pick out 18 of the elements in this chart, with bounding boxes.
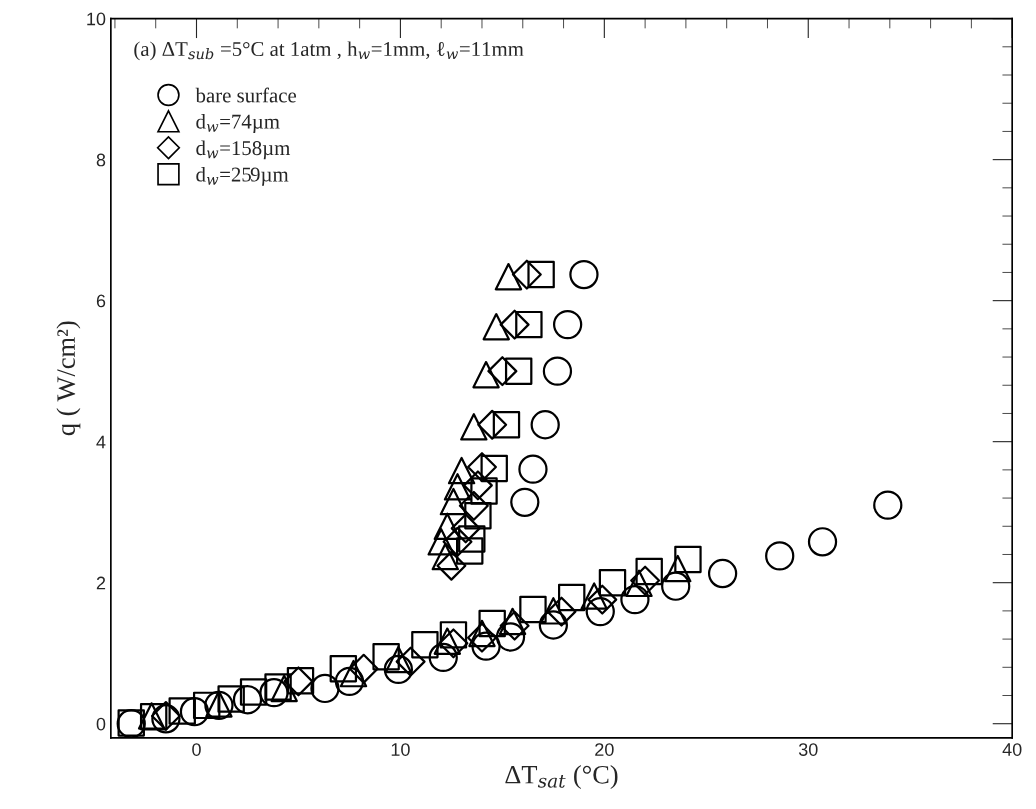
y-tick-label: 2 [96, 576, 106, 590]
y-tick-label: 10 [87, 12, 106, 26]
x-tick-label: 20 [595, 743, 614, 756]
y-tick-label: 0 [96, 717, 106, 731]
x-tick-label: 40 [1002, 743, 1022, 756]
legend-label: d$_{w}$=74µm [196, 114, 280, 133]
legend-label: d$_{w}$=259µm [196, 166, 289, 186]
legend-label: d$_{w}$=158µm [196, 140, 291, 160]
x-tick-label: 30 [798, 743, 818, 756]
x-axis-title: ΔT$_{sat}$ (°C) [505, 765, 618, 789]
y-tick-label: 8 [96, 153, 106, 167]
legend-label: bare surface [195, 87, 297, 103]
y-tick-label: 4 [96, 435, 106, 449]
annotation: (a) ΔT$_{sub}$ =5°C at 1atm , h$_{w}$=1mm, ℓ$_{w}$=11mm [134, 41, 524, 61]
y-tick-label: 6 [96, 294, 106, 308]
x-tick-label: 10 [391, 743, 410, 756]
y-axis-title: q ( W/cm²) [56, 321, 81, 436]
x-tick-label: 0 [192, 743, 201, 756]
